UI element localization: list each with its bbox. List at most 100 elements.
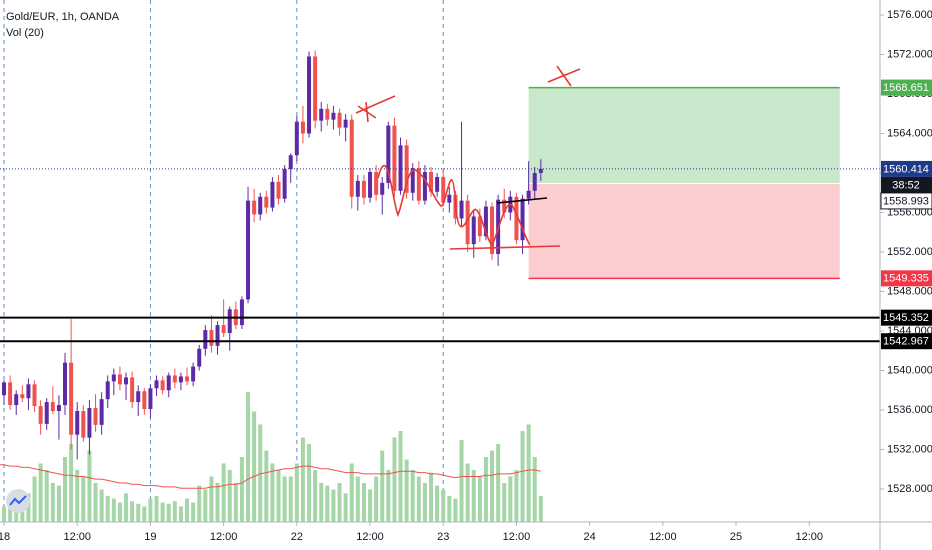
volume-bar xyxy=(288,476,293,522)
volume-bar xyxy=(203,489,208,522)
volume-bar xyxy=(276,470,281,522)
volume-bar xyxy=(483,457,488,522)
plot-area xyxy=(0,0,880,522)
candle-body xyxy=(435,176,440,192)
entry-label: 1558.993 xyxy=(883,195,929,207)
candle-body xyxy=(477,216,482,237)
volume-bar xyxy=(422,483,427,522)
volume-bar xyxy=(154,496,159,522)
candle-body xyxy=(136,391,141,403)
candle-body xyxy=(117,374,122,385)
volume-bar xyxy=(252,411,257,522)
candle-body xyxy=(349,119,354,197)
volume-bar xyxy=(404,459,409,522)
volume-bar xyxy=(50,483,55,522)
candle-body xyxy=(63,362,68,406)
candle-body xyxy=(422,172,427,201)
target-label: 1568.651 xyxy=(883,82,929,94)
volume-bar xyxy=(380,450,385,522)
candle-body xyxy=(361,180,366,198)
volume-bar xyxy=(8,498,13,522)
candle-body xyxy=(20,394,25,399)
volume-bar xyxy=(215,483,220,522)
volume-bar xyxy=(221,463,226,522)
candle-body xyxy=(197,348,202,367)
countdown-label-box xyxy=(881,176,932,193)
volume-bar xyxy=(349,463,354,522)
x-tick-label: 19 xyxy=(144,531,156,543)
candle-body xyxy=(313,56,318,121)
stop-label: 1549.335 xyxy=(883,273,929,285)
volume-bar xyxy=(2,506,7,522)
volume-bar xyxy=(435,485,440,522)
volume-bar xyxy=(111,498,116,522)
volume-bar xyxy=(282,476,287,522)
volume-bar xyxy=(526,424,531,522)
volume-bar xyxy=(398,431,403,522)
candle-body xyxy=(392,125,397,191)
profit-zone xyxy=(528,87,840,183)
volume-bar xyxy=(520,431,525,522)
candle-body xyxy=(307,56,312,134)
candle-body xyxy=(172,375,177,383)
candle-body xyxy=(38,406,43,424)
current-price-label: 1560.414 xyxy=(883,163,929,175)
candle-body xyxy=(398,145,403,191)
x-tick-label: 22 xyxy=(291,531,303,543)
volume-bar xyxy=(142,506,147,522)
candle-body xyxy=(2,382,7,396)
volume-bar xyxy=(136,503,141,522)
x-tick-label: 12:00 xyxy=(503,531,531,543)
candle-body xyxy=(276,181,281,199)
support-drawing xyxy=(449,245,561,250)
volume-bar xyxy=(538,496,543,522)
wave-drawing xyxy=(377,165,531,247)
trend-drawing xyxy=(496,197,548,204)
volume-bar xyxy=(325,485,330,522)
volume-bar xyxy=(105,496,110,522)
volume-bar xyxy=(191,502,196,522)
y-tick-label: 1528.000 xyxy=(887,483,932,495)
candle-body xyxy=(130,377,135,403)
candle-body xyxy=(81,411,86,438)
volume-bar xyxy=(496,444,501,522)
candle-body xyxy=(294,121,299,156)
volume-bar xyxy=(209,476,214,522)
x-tick-label: 12:00 xyxy=(63,531,91,543)
volume-bar xyxy=(410,470,415,522)
volume-bar xyxy=(124,493,129,522)
candle-body xyxy=(160,380,165,391)
candle-body xyxy=(203,330,208,349)
candle-body xyxy=(56,405,61,412)
countdown-label: 38:52 xyxy=(892,179,920,191)
candle-body xyxy=(520,198,525,241)
candle-body xyxy=(343,119,348,128)
candle-body xyxy=(93,408,98,425)
volume-bar xyxy=(361,483,366,522)
volume-bar xyxy=(447,496,452,522)
y-tick-label: 1576.000 xyxy=(887,9,932,21)
volume-bar xyxy=(239,457,244,522)
candle-body xyxy=(124,377,129,385)
entry-label-box xyxy=(880,192,932,210)
x-tick-label: 18 xyxy=(0,531,10,543)
candle-body xyxy=(32,384,37,407)
candle-body xyxy=(325,108,330,120)
price-line-label-box xyxy=(881,333,932,350)
candle-body xyxy=(270,181,275,208)
volume-bar xyxy=(386,470,391,522)
candle-body xyxy=(209,330,214,346)
volume-bar xyxy=(307,444,312,522)
x-tick-label: 12:00 xyxy=(649,531,677,543)
volume-bar xyxy=(178,506,183,522)
volume-bar xyxy=(166,503,171,522)
candle-body xyxy=(246,200,251,300)
chart-title: Gold/EUR, 1h, OANDA xyxy=(6,11,120,23)
logo xyxy=(6,489,30,513)
volume-bar xyxy=(69,444,74,522)
volume-bar xyxy=(172,501,177,522)
volume-bar xyxy=(270,463,275,522)
volume-bar xyxy=(160,502,165,522)
volume-bar xyxy=(264,450,269,522)
candle-body xyxy=(465,200,470,245)
